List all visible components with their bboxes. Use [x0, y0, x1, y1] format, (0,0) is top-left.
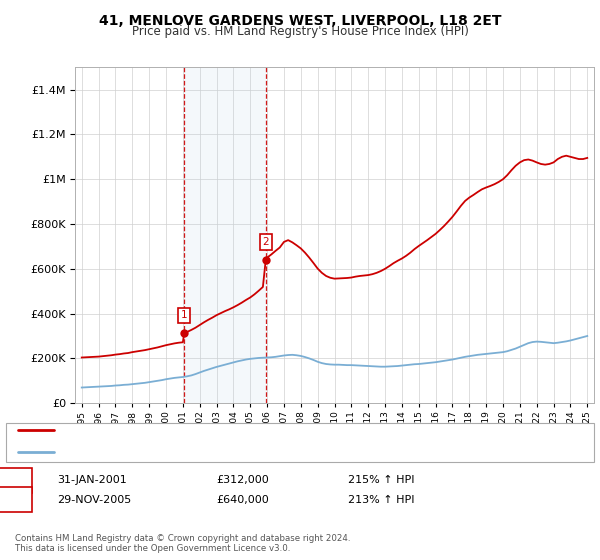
Text: Price paid vs. HM Land Registry's House Price Index (HPI): Price paid vs. HM Land Registry's House … [131, 25, 469, 38]
Text: 1: 1 [11, 475, 19, 486]
Bar [184, 67, 266, 403]
Text: £640,000: £640,000 [216, 494, 269, 505]
Text: 213% ↑ HPI: 213% ↑ HPI [348, 494, 415, 505]
Text: 2: 2 [11, 494, 19, 505]
Text: £312,000: £312,000 [216, 475, 269, 486]
Text: Contains HM Land Registry data © Crown copyright and database right 2024.
This d: Contains HM Land Registry data © Crown c… [15, 534, 350, 553]
Text: 1: 1 [181, 310, 188, 320]
Text: 41, MENLOVE GARDENS WEST, LIVERPOOL, L18 2ET: 41, MENLOVE GARDENS WEST, LIVERPOOL, L18… [99, 14, 501, 28]
Text: 29-NOV-2005: 29-NOV-2005 [57, 494, 131, 505]
Text: 2: 2 [262, 237, 269, 247]
Text: 215% ↑ HPI: 215% ↑ HPI [348, 475, 415, 486]
Text: 31-JAN-2001: 31-JAN-2001 [57, 475, 127, 486]
Text: HPI: Average price, detached house, Liverpool: HPI: Average price, detached house, Live… [60, 447, 301, 458]
Text: 41, MENLOVE GARDENS WEST, LIVERPOOL, L18 2ET (detached house): 41, MENLOVE GARDENS WEST, LIVERPOOL, L18… [60, 425, 425, 435]
